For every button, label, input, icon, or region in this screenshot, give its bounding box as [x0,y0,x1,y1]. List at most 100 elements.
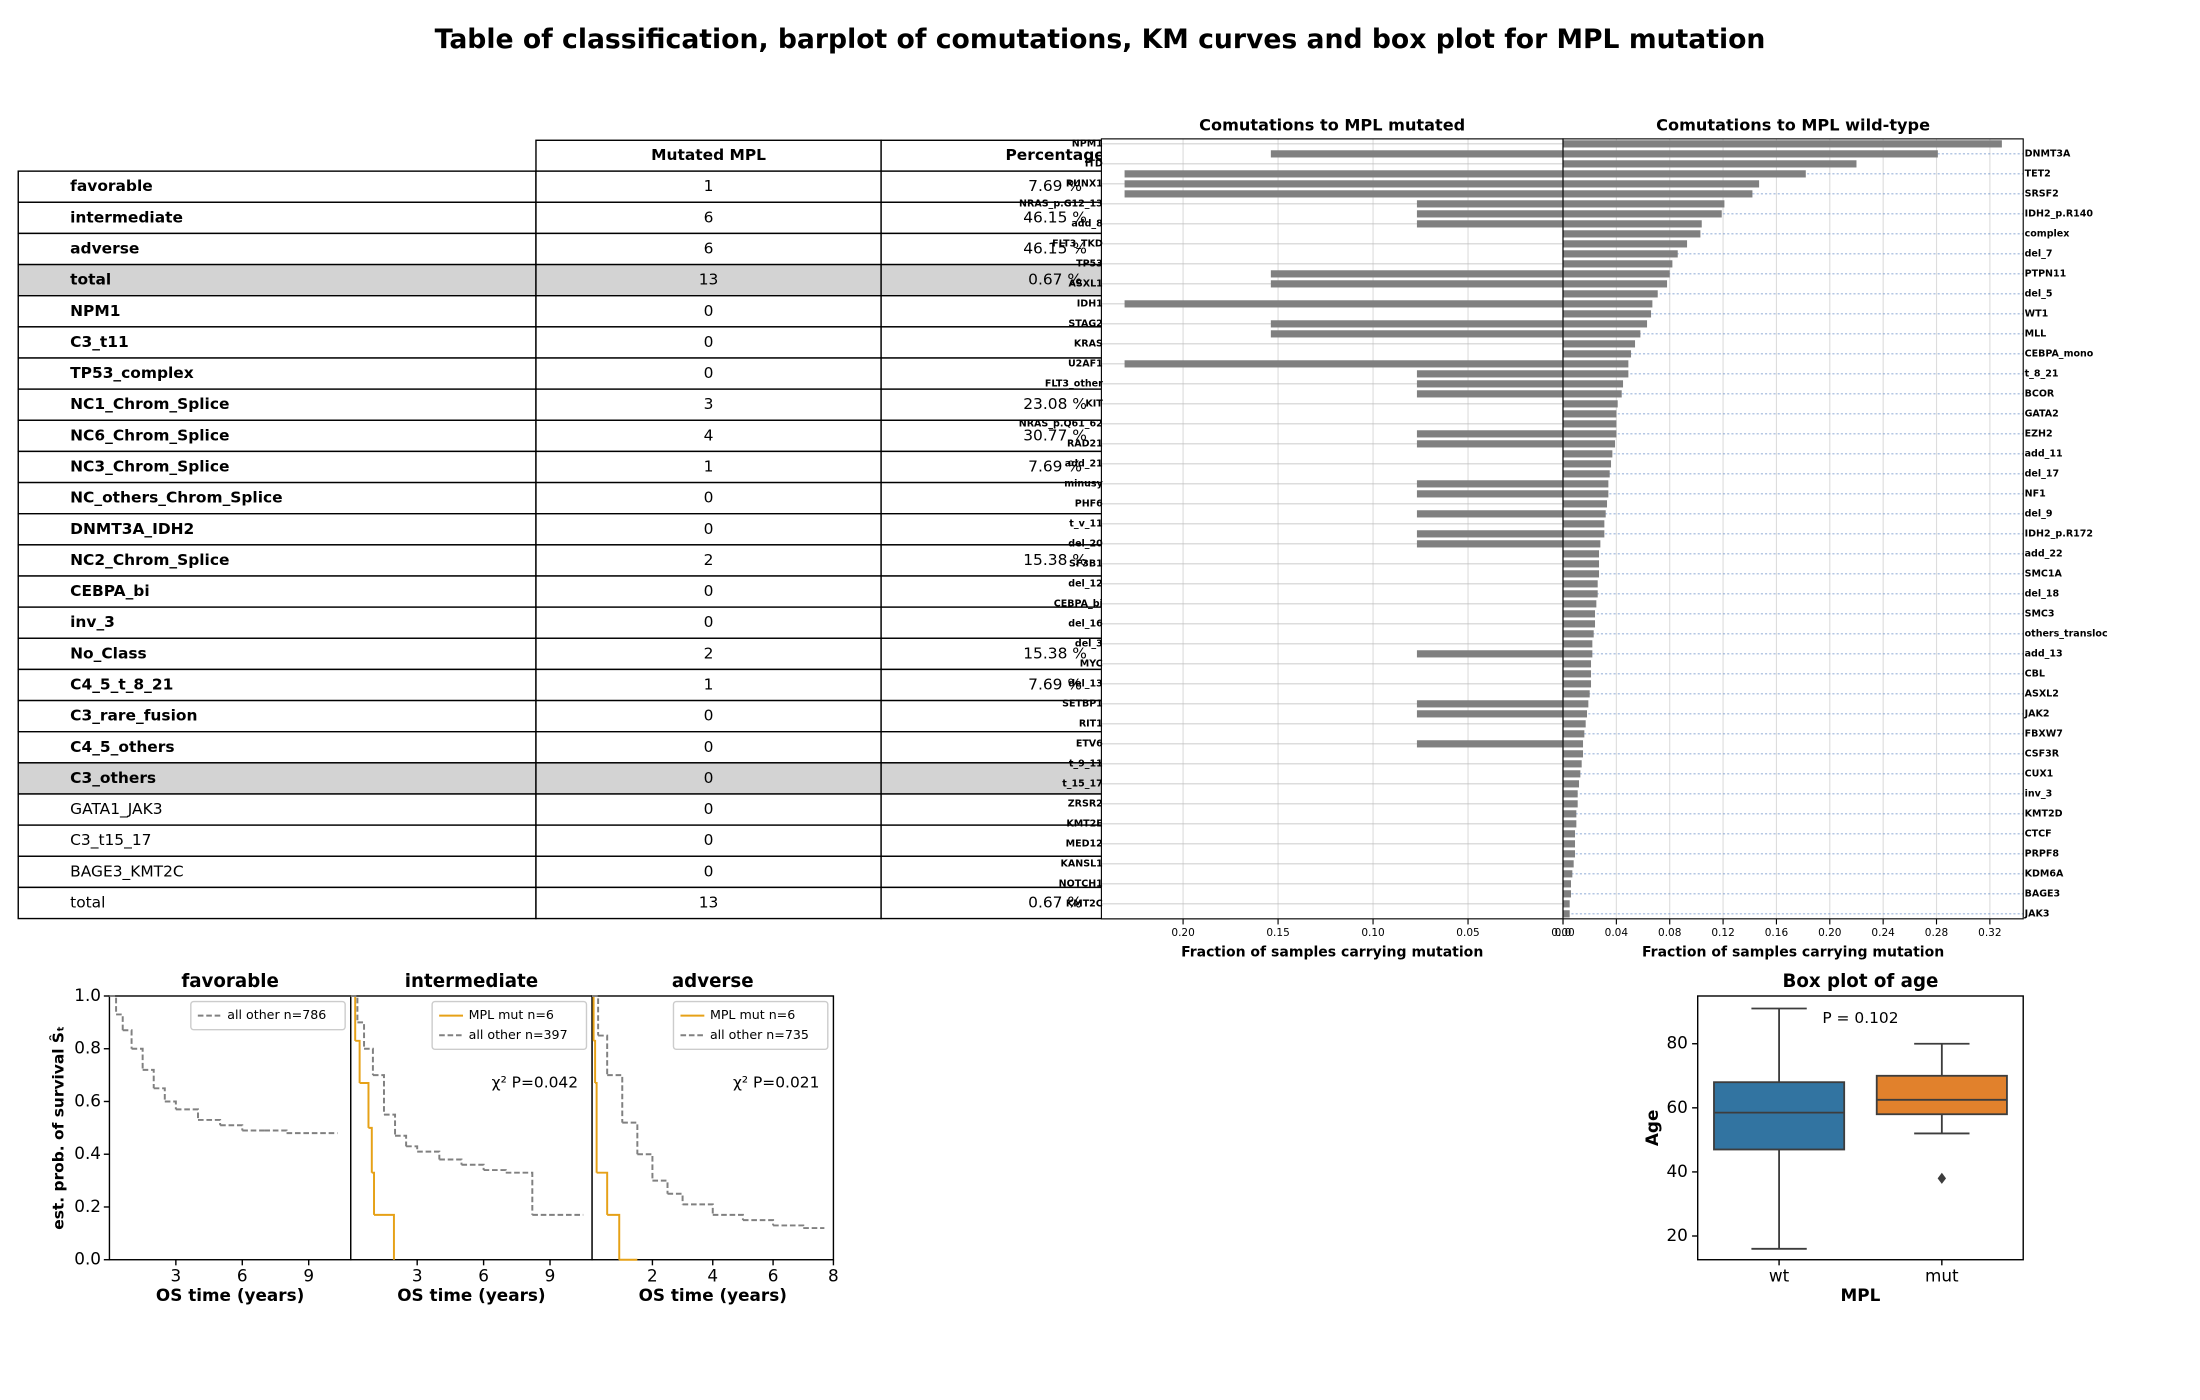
category-label: t_9_11 [1069,758,1103,769]
bar [1563,570,1600,578]
survival-step [395,1134,408,1147]
row-count: 0 [704,520,714,538]
bar [1563,460,1612,468]
bar [1563,310,1652,318]
category-label: JAK2 [2024,708,2050,719]
bar [1563,530,1605,538]
bar [1416,740,1564,748]
row-percentage: 46.15 % [1023,239,1087,257]
table-cell [17,886,537,920]
y-axis-label: est. prob. of survival Ŝₜ [48,1026,67,1230]
axes-background [1101,138,1564,919]
table-cell [535,513,882,546]
bar [1563,420,1617,428]
row-label: BAGE3_KMT2C [70,862,184,881]
legend-label: all other n=735 [710,1027,809,1042]
bar [1563,750,1584,758]
category-label: del_12 [1068,578,1103,589]
survival-step [142,1068,155,1089]
row-count: 1 [704,675,714,693]
x-axis-label: MPL [1841,1285,1881,1305]
y-tick-label: 0.6 [74,1090,101,1110]
row-percentage: 23.08 % [1023,395,1087,413]
bar [1416,710,1564,718]
bar [1416,210,1564,218]
bar [1563,150,1938,158]
x-axis-label: OS time (years) [639,1285,787,1305]
category-label: NOTCH1 [1059,878,1103,889]
table-cell [535,263,882,297]
category-label: del_7 [2025,248,2053,259]
x-tick-label: 0.05 [1456,927,1479,939]
row-label: C3_t11 [70,333,129,351]
category-label: RUNX1 [1066,178,1103,189]
bar [1563,400,1618,408]
x-tick-label: 0.24 [1871,927,1895,939]
survival-step [652,1179,669,1194]
legend-label: all other n=397 [469,1027,568,1042]
row-percentage: 0.67 % [1028,893,1082,911]
category-label: DNMT3A [2025,148,2071,159]
survival-step [637,1153,654,1181]
legend-box [190,1000,346,1031]
category-label: add_21 [1065,458,1103,469]
survival-step [712,1213,744,1221]
bar [1563,250,1678,258]
table-cell [17,388,537,421]
bar [1563,650,1593,658]
row-percentage: 15.38 % [1023,644,1087,662]
bar [1563,790,1578,798]
bar [1563,360,1629,368]
category-label: KMT2C [1066,898,1103,909]
bar [1563,820,1577,828]
row-label: NC6_Chrom_Splice [70,426,229,444]
survival-step [131,1047,144,1070]
bar [1563,590,1598,598]
category-label: FLT3_other [1045,378,1103,389]
table-cell [17,357,537,390]
bar [1563,680,1592,688]
table-cell [17,544,537,577]
bar [1563,140,2002,148]
bar [1563,270,1670,278]
bar [1416,200,1564,208]
survival-step [371,1171,375,1215]
row-count: 0 [704,333,714,351]
row-label: CEBPA_bi [70,582,149,600]
x-tick-label: 0.28 [1925,927,1948,939]
bar [1563,240,1688,248]
category-label: add_8 [1071,218,1103,229]
bar [1563,800,1578,808]
bar [1416,490,1564,498]
x-tick-label: 6 [237,1266,248,1286]
bar [1416,370,1564,378]
bar [1563,730,1585,738]
row-count: 13 [699,271,719,289]
bar [1563,770,1581,778]
category-label: MED12 [1066,838,1103,849]
category-label: add_13 [2025,648,2063,659]
chart-title: Box plot of age [1783,971,1939,992]
bar [1563,280,1668,288]
row-count: 0 [704,302,714,320]
row-count: 2 [704,644,714,662]
panel-title: Comutations to MPL mutated [1199,116,1465,135]
bar [1563,720,1586,728]
survival-step [264,1129,288,1134]
category-label: MYC [1080,658,1103,669]
row-percentage: 46.15 % [1023,208,1087,226]
row-count: 0 [704,862,714,880]
row-label: C4_5_others [70,738,174,756]
bar [1416,430,1564,438]
legend-label: MPL mut n=6 [710,1007,795,1022]
bar [1563,860,1574,868]
bar [1563,900,1570,908]
category-label: del_5 [2025,288,2053,299]
bar [1416,440,1564,448]
category-label: t_v_11 [1069,518,1103,529]
category-label: del_13 [1068,678,1103,689]
category-label: del_18 [2025,588,2060,599]
bar [1563,610,1596,618]
axes-frame [1562,138,2024,920]
row-label: adverse [70,239,139,257]
